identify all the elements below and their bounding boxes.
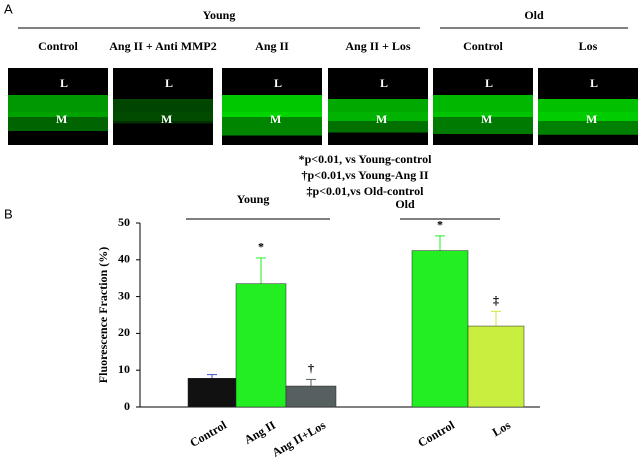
media-label: M	[56, 112, 67, 126]
x-tick-label: Ang II+Los	[270, 418, 329, 458]
panel-label: B	[4, 206, 13, 221]
lumen-label: L	[274, 76, 282, 90]
media-label: M	[376, 112, 387, 126]
media-band	[328, 112, 428, 133]
x-tick-label: Ang II	[242, 418, 278, 447]
media-band	[433, 112, 533, 134]
image-label: Ang II + Los	[345, 39, 411, 53]
y-axis-label: Fluorescence Fraction (%)	[96, 247, 110, 383]
lumen-label: L	[165, 76, 173, 90]
significance-marker: *	[258, 240, 264, 254]
lumen-label: L	[60, 76, 68, 90]
lumen-label: L	[380, 76, 388, 90]
bar	[187, 378, 237, 408]
x-tick-label: Control	[187, 418, 229, 450]
image-label: Ang II	[255, 39, 289, 53]
annotation: †p<0.01,vs Young-Ang II	[301, 168, 428, 182]
y-tick-label: 0	[124, 399, 130, 413]
image-label: Los	[579, 39, 598, 53]
y-tick-label: 30	[118, 288, 130, 302]
significance-marker: ‡	[493, 293, 499, 307]
media-label: M	[270, 112, 281, 126]
panel-label: A	[4, 1, 13, 16]
media-band	[8, 95, 108, 117]
media-label: M	[481, 112, 492, 126]
y-tick-label: 40	[118, 252, 130, 266]
group-label: Young	[203, 8, 236, 22]
x-tick-label: Los	[490, 418, 513, 440]
media-label: M	[586, 112, 597, 126]
bar	[467, 325, 525, 408]
y-tick-label: 50	[118, 215, 130, 229]
significance-marker: †	[308, 361, 314, 375]
media-band	[538, 112, 638, 135]
significance-marker: *	[437, 218, 443, 232]
bar	[411, 250, 469, 408]
lumen-label: L	[590, 76, 598, 90]
group-label: Old	[395, 197, 415, 211]
media-band	[222, 95, 322, 117]
x-tick-label: Control	[415, 418, 457, 450]
bar	[285, 385, 337, 408]
media-band	[433, 95, 533, 117]
image-label: Control	[38, 39, 78, 53]
lumen-label: L	[485, 76, 493, 90]
media-label: M	[161, 112, 172, 126]
annotation: *p<0.01, vs Young-control	[299, 152, 433, 166]
media-band	[8, 112, 108, 131]
group-label: Young	[237, 192, 270, 206]
media-band	[113, 112, 213, 124]
annotation: ‡p<0.01,vs Old-control	[307, 184, 425, 198]
bar	[235, 283, 287, 408]
image-label: Ang II + Anti MMP2	[109, 39, 217, 53]
y-tick-label: 20	[118, 325, 130, 339]
media-band	[222, 112, 322, 136]
image-label: Control	[463, 39, 503, 53]
y-tick-label: 10	[118, 362, 130, 376]
group-label: Old	[524, 8, 544, 22]
